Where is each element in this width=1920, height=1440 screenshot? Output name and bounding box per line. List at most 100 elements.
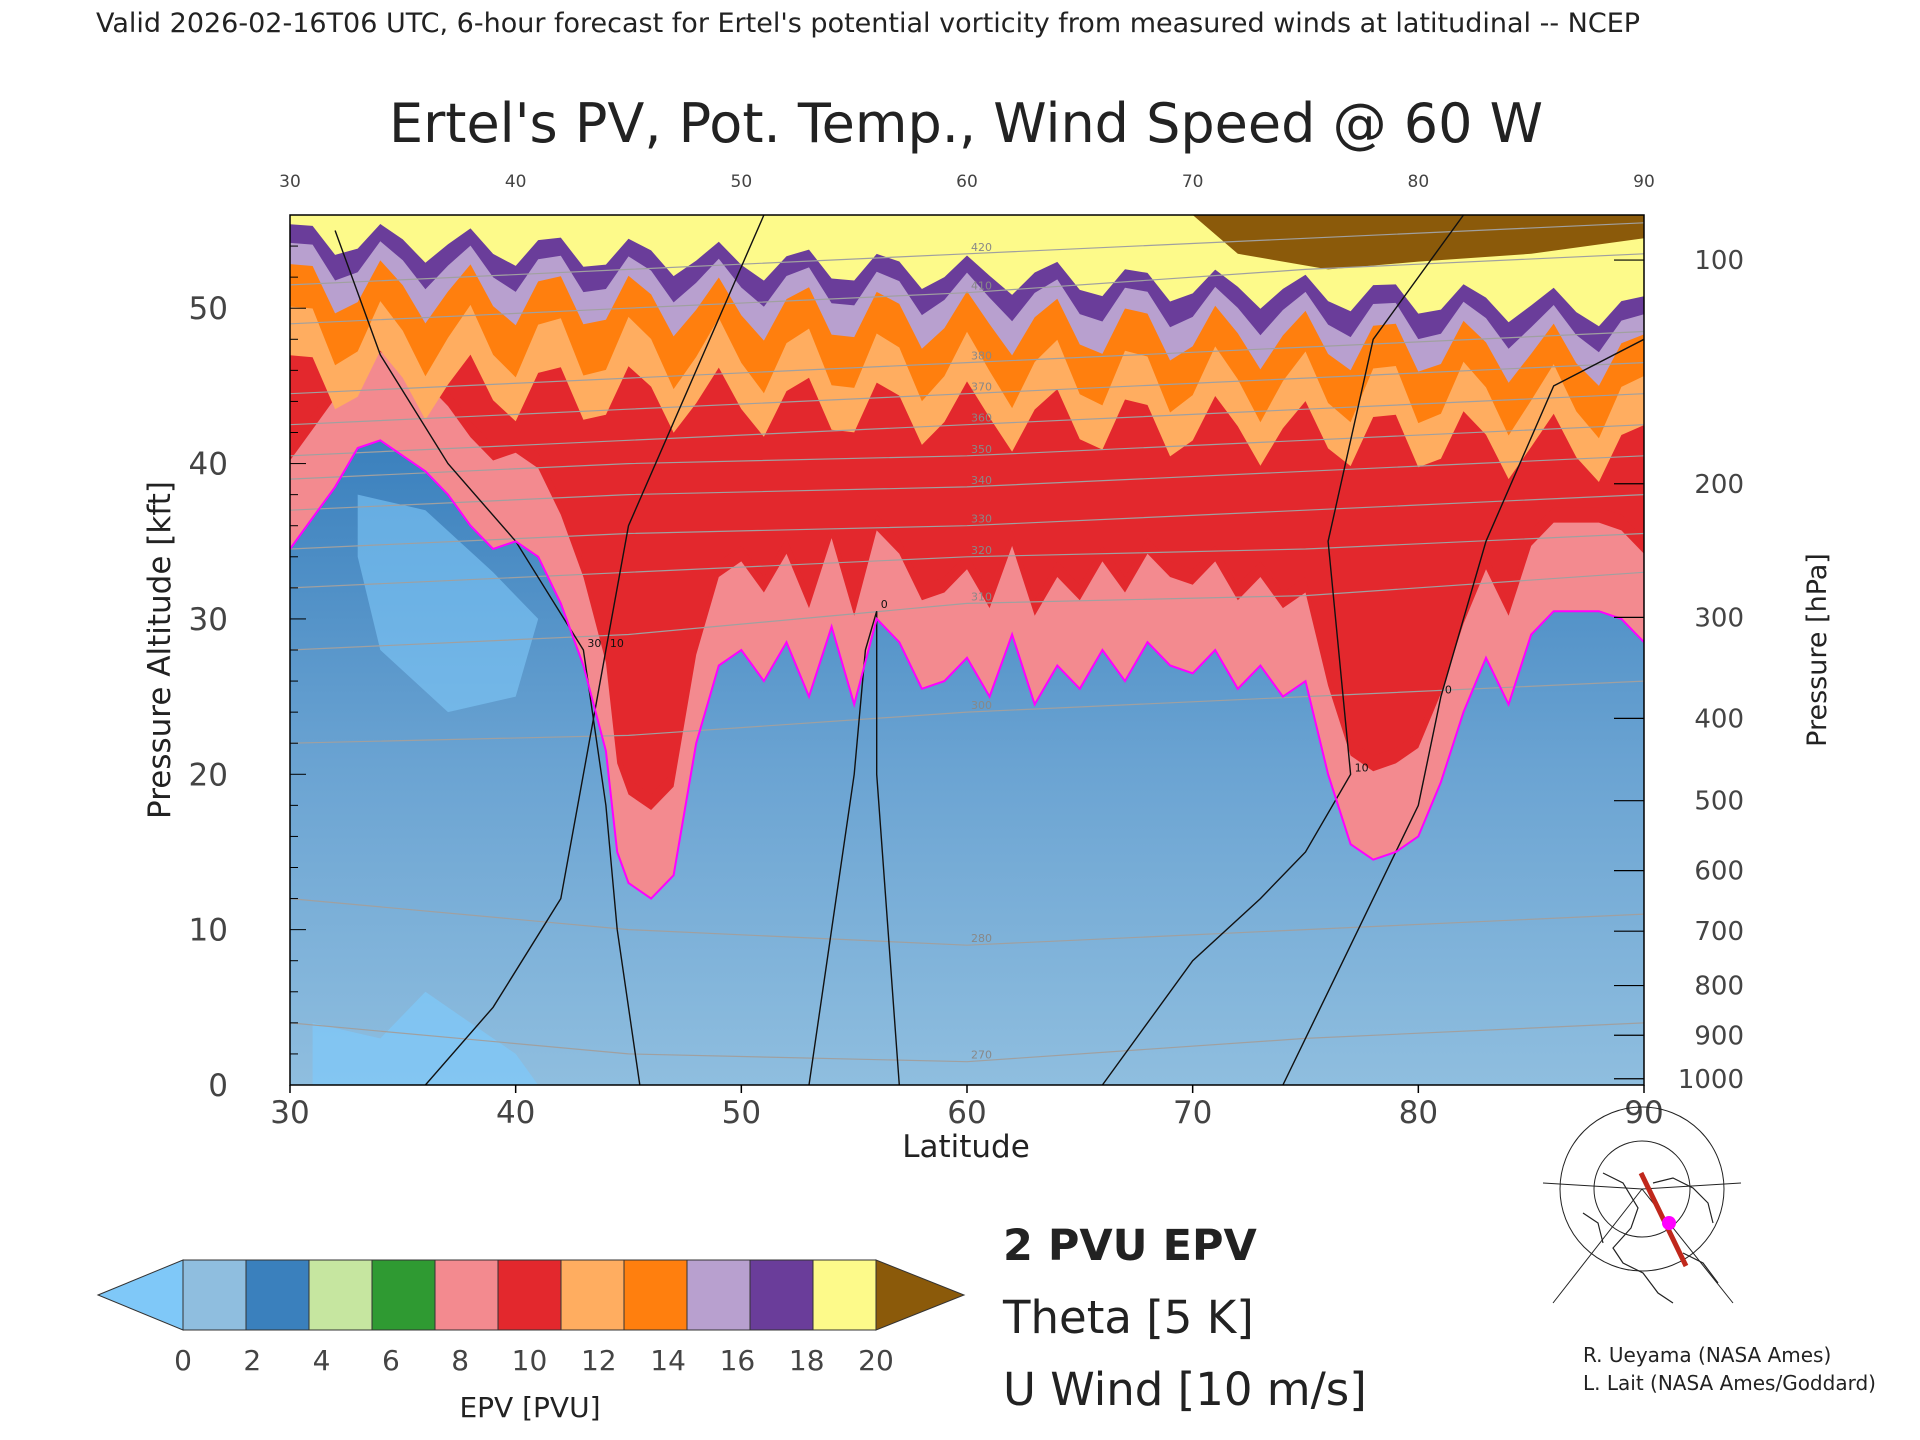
pressure-tick-label: 900 (1694, 1021, 1744, 1051)
epv-colorbar: 0 2 4 6 8 10 12 14 16 18 20 (96, 1259, 966, 1377)
legend-item-theta: Theta [5 K] (1002, 1291, 1254, 1344)
legend-item-wind: U Wind [10 m/s] (1003, 1363, 1367, 1416)
colorbar-swatch (308, 1259, 373, 1331)
map-meridian (1552, 1188, 1643, 1304)
y-tick-label: 30 (189, 602, 228, 638)
legend: 2 PVU EPV Theta [5 K] U Wind [10 m/s] (1002, 1221, 1367, 1416)
x-tick-label: 40 (496, 1095, 535, 1131)
x-top-tick-label: 90 (1633, 172, 1655, 192)
contour-label: 350 (971, 443, 992, 456)
x-tick-label: 30 (270, 1095, 309, 1131)
map-location-marker (1662, 1216, 1676, 1230)
theta-contour (290, 455, 1644, 511)
y-tick-label: 20 (189, 757, 228, 793)
wind-contour (1282, 338, 1644, 1085)
contour-label: 370 (971, 381, 992, 394)
strat-top-band (1192, 215, 1644, 270)
theta-contour (290, 898, 1644, 946)
x-tick-label: 60 (947, 1095, 986, 1131)
x-tick-label: 50 (722, 1095, 761, 1131)
colorbar-under-arrow (96, 1259, 184, 1331)
wind-contour (1101, 215, 1465, 1085)
colorbar-over-arrow (875, 1259, 966, 1331)
contour-label: 0 (1445, 684, 1452, 697)
map-grid-circle (1559, 1106, 1725, 1272)
colorbar-tick-label: 20 (858, 1344, 894, 1377)
pressure-tick-label: 300 (1694, 603, 1744, 633)
pressure-tick-label: 200 (1694, 470, 1744, 500)
theta-contour (290, 571, 1644, 651)
y-tick-label: 40 (189, 447, 228, 483)
wind-contour (808, 611, 900, 1085)
colorbar-swatch (686, 1259, 751, 1331)
x-tick-label: 80 (1399, 1095, 1438, 1131)
pressure-tick-label: 500 (1694, 787, 1744, 817)
pressure-tick-label: 700 (1694, 917, 1744, 947)
pressure-tick-label: 400 (1694, 704, 1744, 734)
theta-contour (290, 494, 1644, 550)
colorbar-swatch (245, 1259, 310, 1331)
y-tick-label: 10 (189, 913, 228, 949)
contour-label: 320 (971, 544, 992, 557)
colorbar-swatch (371, 1259, 436, 1331)
contour-label: 280 (971, 932, 992, 945)
colorbar-tick-label: 18 (789, 1344, 825, 1377)
contour-label: 10 (1355, 761, 1369, 774)
x-axis-top: 30 40 50 60 70 80 90 (279, 172, 1655, 192)
colorbar-label: EPV [PVU] (459, 1391, 600, 1424)
plot-area: 300310320330340350360370380410420280270 … (142, 172, 1833, 1165)
contour-label: 270 (971, 1049, 992, 1062)
low-pv-patch (312, 991, 539, 1085)
wind-contour (334, 230, 641, 1085)
contour-label: 0 (881, 598, 888, 611)
y-tick-label: 0 (208, 1068, 228, 1104)
theta-contour (290, 253, 1644, 325)
pressure-tick-label: 1000 (1678, 1065, 1744, 1095)
map-meridian (1641, 1182, 1742, 1190)
contour-label: 310 (971, 590, 992, 603)
tropopause-2pvu-line (290, 439, 1644, 900)
pressure-tick-label: 100 (1694, 246, 1744, 276)
pressure-tick-label: 600 (1694, 857, 1744, 887)
contour-label: 410 (971, 280, 992, 293)
colorbar-swatch (434, 1259, 499, 1331)
y2-axis-label: Pressure [hPa] (1802, 553, 1833, 747)
valid-line: Valid 2026-02-16T06 UTC, 6-hour forecast… (96, 8, 1640, 39)
legend-item-pv: 2 PVU EPV (1003, 1221, 1257, 1271)
theta-contour (290, 532, 1644, 589)
x-top-tick-label: 60 (956, 172, 978, 192)
credit-line-2: L. Lait (NASA Ames/Goddard) (1583, 1371, 1876, 1395)
contour-label: 30 (587, 637, 601, 650)
theta-contour (290, 393, 1644, 457)
theta-contour (290, 222, 1644, 286)
theta-contour (290, 330, 1644, 395)
troposphere-fill (290, 440, 1644, 1085)
theta-contour (290, 680, 1644, 744)
x-tick-label: 90 (1624, 1095, 1663, 1131)
map-grid-circle-inner (1593, 1140, 1691, 1238)
theta-contour (290, 1022, 1644, 1063)
colorbar-tick-label: 0 (174, 1344, 192, 1377)
contour-label: 340 (971, 474, 992, 487)
colorbar-tick-label: 10 (512, 1344, 548, 1377)
x-top-tick-label: 40 (505, 172, 527, 192)
x-top-tick-label: 30 (279, 172, 301, 192)
colorbar-tick-label: 6 (382, 1344, 400, 1377)
x-top-tick-label: 80 (1408, 172, 1430, 192)
colorbar-tick-label: 8 (451, 1344, 469, 1377)
colorbar-swatch (623, 1259, 688, 1331)
contour-label: 300 (971, 699, 992, 712)
contour-label: 420 (971, 241, 992, 254)
theta-contour (290, 424, 1644, 480)
theta-contour (290, 362, 1644, 426)
chart-title: Ertel's PV, Pot. Temp., Wind Speed @ 60 … (389, 92, 1543, 155)
locator-map (1542, 1106, 1742, 1305)
x-axis-bottom: 30 40 50 60 70 80 90 (270, 1085, 1664, 1131)
y-tick-label: 50 (189, 291, 228, 327)
colorbar-tick-label: 4 (313, 1344, 331, 1377)
colorbar-tick-label: 14 (650, 1344, 686, 1377)
tropopause-rim (312, 494, 539, 1085)
x-axis-label: Latitude (902, 1129, 1030, 1165)
